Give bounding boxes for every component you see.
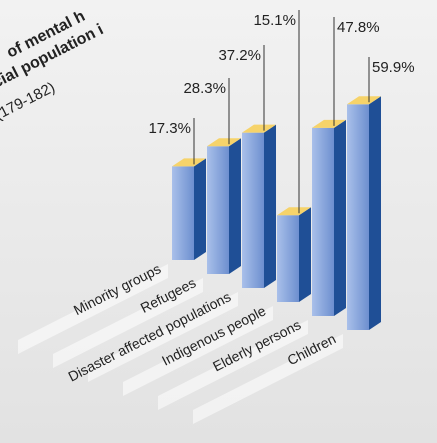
floor-strip — [18, 264, 168, 354]
bar — [242, 132, 264, 288]
bar-top — [207, 138, 241, 147]
floor-strip — [123, 306, 273, 396]
bar — [312, 127, 334, 316]
value-label: 28.3% — [183, 80, 226, 97]
bar-side — [334, 119, 346, 316]
floor-strip — [88, 292, 238, 382]
bar-top — [242, 124, 276, 133]
floor-strip — [158, 320, 308, 410]
floor-strip — [193, 334, 343, 424]
bar-side — [229, 138, 241, 274]
bar — [172, 166, 194, 260]
value-label: 47.8% — [337, 19, 380, 36]
bar-side — [299, 207, 311, 302]
value-label: 15.1% — [253, 12, 296, 29]
bar-top — [347, 96, 381, 105]
bar-top — [172, 158, 206, 167]
value-label: 59.9% — [372, 59, 415, 76]
value-label: 17.3% — [148, 120, 191, 137]
bar-side — [194, 158, 206, 260]
floor-strip — [53, 278, 203, 368]
bar — [347, 104, 369, 330]
bar-top — [277, 207, 311, 216]
value-label: 37.2% — [218, 47, 261, 64]
bar — [207, 146, 229, 274]
bar — [277, 215, 299, 302]
bar-side — [369, 96, 381, 330]
bar-top — [312, 119, 346, 128]
bar-side — [264, 124, 276, 289]
